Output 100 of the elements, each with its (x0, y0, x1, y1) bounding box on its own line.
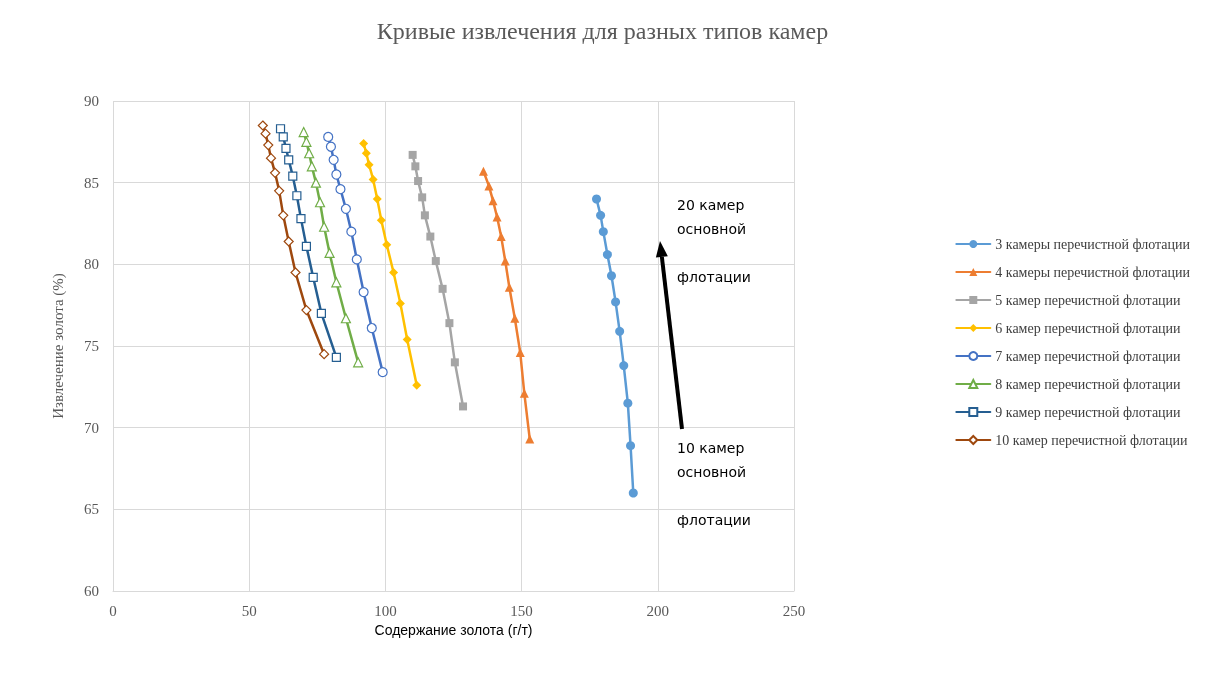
point (414, 177, 423, 186)
x-tick-label: 50 (241, 602, 257, 619)
point (431, 257, 440, 266)
text: 20 камер основной флотации (677, 197, 751, 285)
point (351, 254, 362, 265)
point (382, 240, 392, 250)
point (323, 131, 334, 143)
point (301, 241, 311, 251)
x-tick-label: 100 (374, 602, 397, 619)
chart-title: Кривые извлечения для разных типов камер (376, 18, 829, 44)
point (296, 214, 306, 224)
point (298, 126, 309, 138)
point (340, 313, 351, 324)
legend-label: 5 камер перечистной флотации (995, 292, 1182, 308)
point (301, 136, 312, 147)
point (257, 120, 268, 131)
point (510, 313, 520, 323)
legend-label: 4 камеры перечистной флотации (995, 264, 1191, 280)
y-tick-label: 90 (84, 93, 99, 109)
text: 10 камер основной флотации (677, 440, 751, 528)
point (324, 247, 335, 258)
point (368, 174, 378, 184)
point (265, 153, 277, 164)
y-tick-label: 70 (84, 419, 99, 436)
y-axis-title: Извлечение золота (%) (49, 273, 67, 419)
point (328, 154, 339, 165)
legend-label: 10 камер перечистной флотации (995, 432, 1189, 448)
point (445, 319, 454, 328)
point (283, 236, 294, 247)
point (478, 166, 488, 176)
point (306, 161, 317, 172)
point (292, 191, 302, 201)
point (260, 128, 271, 139)
point (319, 349, 330, 360)
point (500, 256, 510, 266)
point (359, 138, 369, 148)
point (366, 322, 377, 334)
point (525, 434, 535, 444)
point (358, 287, 369, 298)
point (411, 162, 420, 171)
y-tick-label: 85 (84, 174, 99, 191)
point (340, 203, 351, 214)
point (353, 357, 364, 368)
point (269, 167, 281, 178)
point (372, 194, 382, 204)
point (281, 143, 291, 153)
y-tick-label: 60 (84, 583, 99, 599)
point (263, 140, 274, 151)
point (418, 193, 427, 202)
point (278, 132, 288, 142)
point (607, 271, 616, 281)
point (420, 211, 429, 220)
legend-label: 8 камер перечистной флотации (995, 376, 1182, 392)
point (488, 196, 498, 206)
y-tick-label: 80 (84, 256, 99, 273)
point (364, 160, 374, 170)
point (278, 210, 289, 221)
point (274, 185, 285, 196)
point (438, 284, 447, 293)
point (459, 402, 468, 411)
legend-label: 9 камер перечистной флотации (995, 404, 1182, 420)
legend-label: 6 камер перечистной флотации (995, 320, 1182, 336)
point (626, 441, 636, 451)
x-tick-label: 150 (510, 602, 533, 619)
point (619, 361, 629, 371)
point (496, 232, 506, 242)
point (284, 155, 294, 165)
point (308, 272, 318, 282)
y-tick-label: 75 (84, 338, 99, 354)
point (290, 267, 301, 278)
legend-label: 7 камер перечистной флотации (995, 348, 1182, 364)
legend-label: 3 камеры перечистной флотации (995, 236, 1191, 252)
point (389, 268, 399, 277)
point (402, 334, 412, 344)
point (615, 326, 625, 336)
point (314, 197, 326, 208)
point (412, 380, 422, 390)
point (377, 367, 388, 378)
y-tick-label: 65 (84, 501, 99, 518)
point (611, 297, 621, 307)
point (304, 148, 315, 159)
point (325, 141, 337, 152)
point (408, 150, 417, 159)
point (596, 210, 606, 220)
point (623, 398, 633, 408)
point (376, 215, 386, 225)
point (310, 177, 322, 188)
point (301, 304, 312, 316)
point (426, 232, 435, 241)
point (598, 227, 608, 237)
x-tick-label: 0 (109, 602, 117, 619)
point (319, 221, 330, 232)
point (288, 171, 298, 181)
point (361, 148, 371, 158)
x-axis-title: Содержание золота (г/т) (374, 622, 533, 638)
x-tick-label: 250 (782, 602, 806, 619)
point (316, 308, 326, 318)
point (346, 226, 357, 237)
x-tick-label: 200 (646, 602, 670, 619)
point (335, 184, 346, 195)
